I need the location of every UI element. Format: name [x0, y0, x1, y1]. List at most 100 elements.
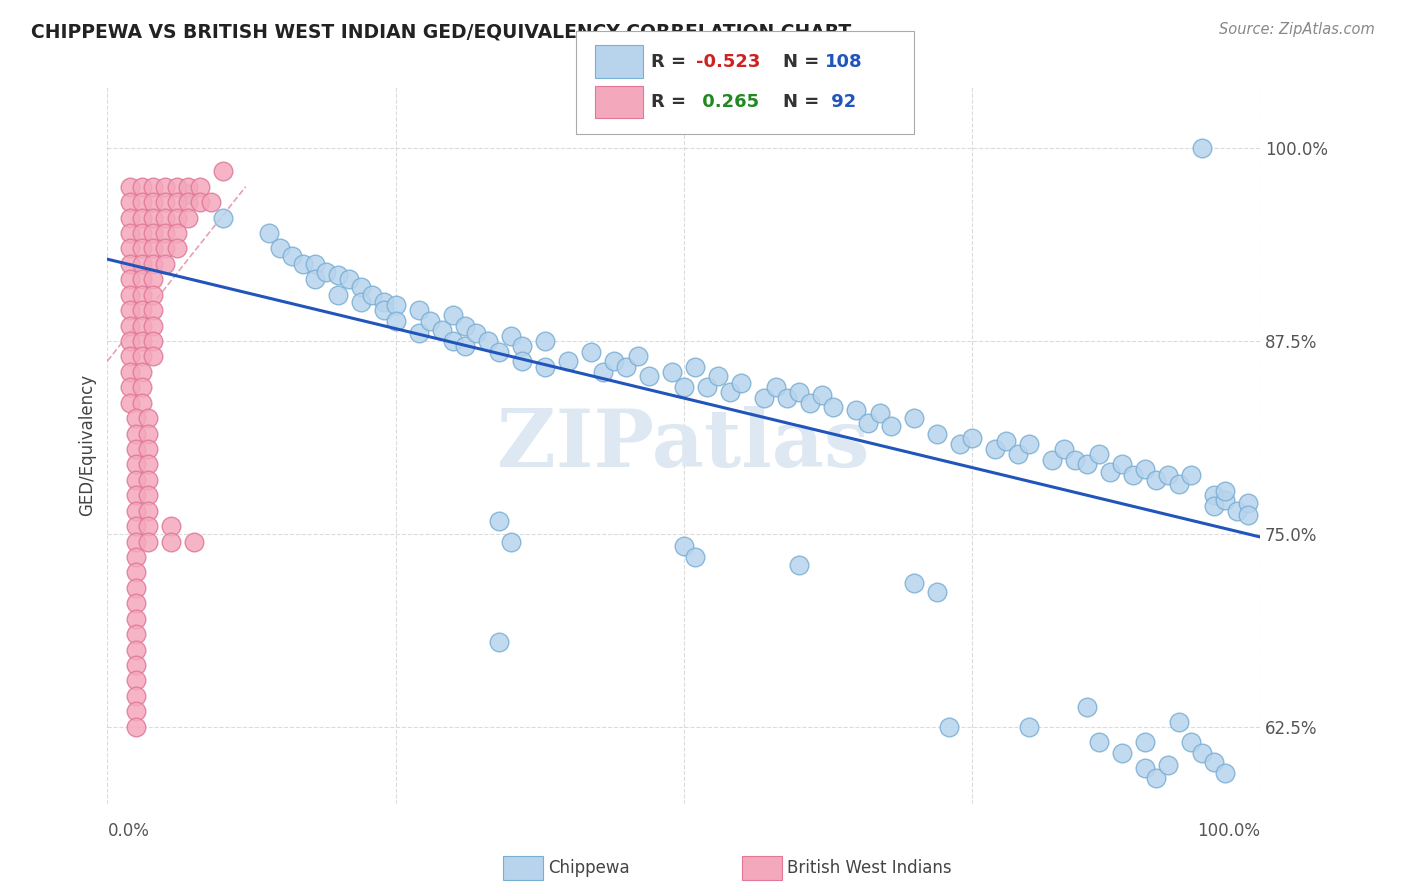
Point: [125, 612, 148, 626]
Point: [200, 195, 222, 210]
Point: [131, 318, 153, 333]
Point: [120, 287, 142, 301]
Point: [142, 241, 165, 255]
Point: [626, 350, 648, 364]
Point: [1226, 503, 1249, 517]
Point: [419, 314, 441, 328]
Point: [1156, 758, 1178, 772]
Point: [120, 334, 142, 348]
Point: [131, 195, 153, 210]
Point: [683, 549, 706, 564]
Point: [153, 241, 176, 255]
Point: [1133, 462, 1156, 476]
Text: 108: 108: [825, 53, 863, 70]
Point: [453, 338, 475, 352]
Point: [1144, 473, 1167, 487]
Point: [441, 334, 464, 348]
Point: [488, 344, 510, 359]
Point: [125, 596, 148, 610]
Point: [614, 360, 637, 375]
Point: [142, 350, 165, 364]
Point: [430, 323, 453, 337]
Point: [384, 314, 406, 328]
Point: [120, 257, 142, 271]
Point: [136, 473, 159, 487]
Point: [1018, 720, 1040, 734]
Point: [949, 437, 972, 451]
Point: [153, 226, 176, 240]
Point: [131, 272, 153, 286]
Point: [166, 179, 188, 194]
Point: [787, 558, 810, 572]
Point: [488, 515, 510, 529]
Point: [799, 395, 821, 409]
Point: [281, 249, 304, 263]
Point: [125, 442, 148, 456]
Point: [131, 179, 153, 194]
Point: [142, 211, 165, 225]
Point: [159, 534, 181, 549]
Point: [183, 534, 205, 549]
Point: [603, 354, 626, 368]
Point: [1018, 437, 1040, 451]
Point: [465, 326, 488, 341]
Point: [534, 360, 557, 375]
Text: CHIPPEWA VS BRITISH WEST INDIAN GED/EQUIVALENCY CORRELATION CHART: CHIPPEWA VS BRITISH WEST INDIAN GED/EQUI…: [31, 22, 851, 41]
Point: [1133, 735, 1156, 749]
Point: [499, 329, 522, 343]
Point: [730, 376, 752, 390]
Point: [177, 179, 200, 194]
Point: [131, 303, 153, 318]
Point: [131, 226, 153, 240]
Point: [787, 384, 810, 399]
Point: [131, 211, 153, 225]
Point: [125, 549, 148, 564]
Point: [1064, 452, 1087, 467]
Point: [927, 585, 949, 599]
Point: [120, 241, 142, 255]
Point: [125, 534, 148, 549]
Point: [166, 241, 188, 255]
Point: [142, 226, 165, 240]
Point: [142, 334, 165, 348]
Point: [153, 179, 176, 194]
Point: [136, 519, 159, 533]
Point: [488, 635, 510, 649]
Point: [136, 534, 159, 549]
Point: [120, 272, 142, 286]
Point: [120, 318, 142, 333]
Point: [1180, 468, 1202, 483]
Point: [142, 303, 165, 318]
Point: [754, 391, 776, 405]
Point: [177, 211, 200, 225]
Point: [125, 488, 148, 502]
Point: [188, 179, 211, 194]
Point: [1156, 468, 1178, 483]
Point: [136, 458, 159, 472]
Point: [1122, 468, 1144, 483]
Point: [125, 581, 148, 595]
Point: [188, 195, 211, 210]
Point: [845, 403, 868, 417]
Point: [125, 704, 148, 718]
Point: [903, 411, 925, 425]
Text: 92: 92: [825, 93, 856, 111]
Point: [1202, 488, 1225, 502]
Point: [1213, 492, 1236, 507]
Point: [142, 257, 165, 271]
Point: [869, 407, 891, 421]
Point: [1168, 714, 1191, 729]
Text: -0.523: -0.523: [696, 53, 761, 70]
Point: [1213, 483, 1236, 498]
Point: [125, 566, 148, 580]
Point: [683, 360, 706, 375]
Point: [707, 369, 730, 384]
Point: [1202, 499, 1225, 513]
Point: [153, 195, 176, 210]
Point: [120, 380, 142, 394]
Point: [326, 287, 349, 301]
Point: [361, 287, 384, 301]
Point: [1087, 446, 1109, 460]
Point: [350, 295, 373, 310]
Text: N =: N =: [783, 93, 825, 111]
